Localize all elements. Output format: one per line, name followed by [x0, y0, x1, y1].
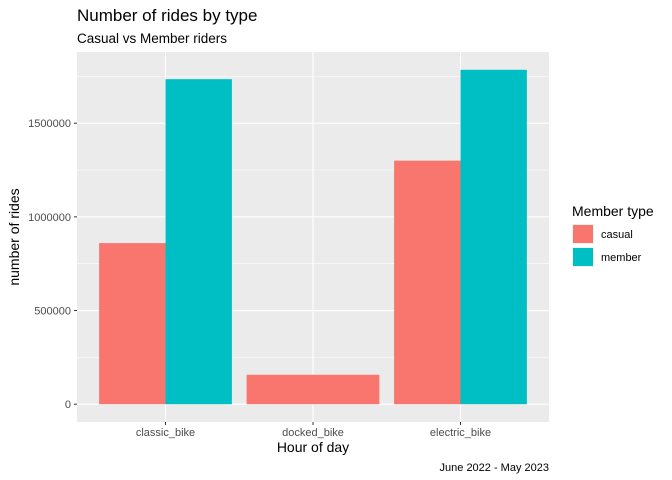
x-tick-label: docked_bike: [282, 427, 344, 439]
chart-subtitle: Casual vs Member riders: [77, 31, 227, 46]
x-axis-ticks: classic_bike docked_bike electric_bike: [136, 422, 491, 439]
y-axis-title: number of rides: [6, 188, 22, 285]
chart-caption: June 2022 - May 2023: [440, 462, 549, 474]
bar-member-classic-bike: [165, 79, 232, 405]
bar-casual-electric-bike: [394, 160, 461, 405]
legend-label-member: member: [601, 252, 642, 264]
y-tick-label: 1000000: [28, 212, 71, 224]
legend-key-casual: [573, 225, 593, 243]
x-tick-label: classic_bike: [136, 427, 195, 439]
y-tick-label: 1500000: [28, 118, 71, 130]
bar-member-electric-bike: [460, 69, 527, 405]
y-tick-label: 0: [65, 399, 71, 411]
y-tick-label: 500000: [34, 306, 71, 318]
bars: [99, 69, 527, 405]
legend-title: Member type: [572, 203, 654, 219]
chart-title: Number of rides by type: [77, 6, 257, 25]
legend-key-member: [573, 248, 593, 266]
bar-casual-docked-bike: [246, 374, 380, 405]
x-axis-title: Hour of day: [277, 439, 349, 455]
legend: Member type casual member: [572, 203, 654, 267]
bar-casual-classic-bike: [99, 243, 166, 405]
y-axis-ticks: 0 500000 1000000 1500000: [28, 118, 77, 411]
x-tick-label: electric_bike: [430, 427, 491, 439]
legend-label-casual: casual: [601, 229, 633, 241]
